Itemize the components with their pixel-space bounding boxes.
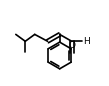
Text: O: O (68, 41, 75, 50)
Text: H: H (83, 37, 90, 46)
